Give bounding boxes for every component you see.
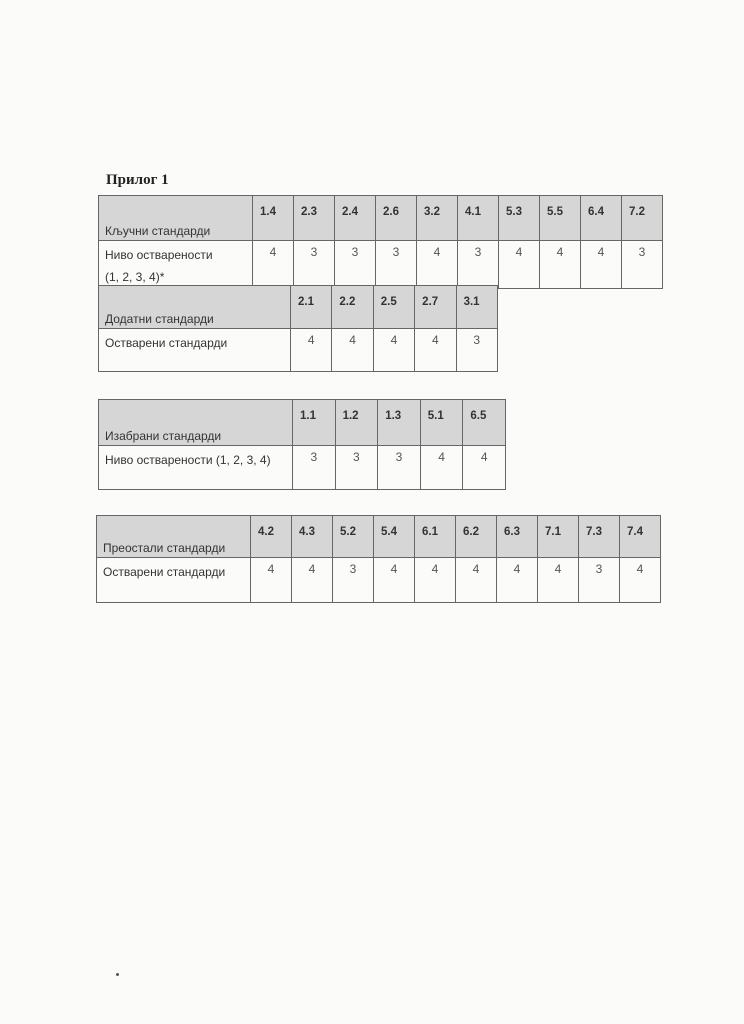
row-label-line: (1, 2, 3, 4)* <box>105 270 165 284</box>
row-label: Ниво остварености (1, 2, 3, 4) <box>98 445 293 490</box>
achievement-level: 3 <box>377 445 421 490</box>
value-row: Ниво остварености (1, 2, 3, 4) 3 3 3 4 4 <box>98 445 506 490</box>
additional-standards-table: Додатни стандарди 2.1 2.2 2.5 2.7 3.1 Остварен… <box>98 285 498 372</box>
selected-standards-table: Изабрани стандарди 1.1 1.2 1.3 5.1 6.5 Ниво ос… <box>98 399 506 490</box>
header-label: Кључни стандарди <box>98 195 253 241</box>
standard-code: 2.7 <box>414 285 457 329</box>
standard-code: 1.2 <box>334 399 379 446</box>
scan-speck <box>116 973 119 976</box>
standard-code: 3.2 <box>416 195 458 241</box>
standard-code: 5.4 <box>373 515 415 558</box>
header-row: Изабрани стандарди 1.1 1.2 1.3 5.1 6.5 <box>98 399 506 446</box>
standard-code: 6.4 <box>580 195 622 241</box>
document-title: Прилог 1 <box>106 172 169 188</box>
achievement-level: 4 <box>414 328 457 372</box>
header-row: Додатни стандарди 2.1 2.2 2.5 2.7 3.1 <box>98 285 498 329</box>
achievement-level: 3 <box>457 240 499 289</box>
row-label-line: Ниво остварености <box>105 248 213 262</box>
achievement-level: 4 <box>250 557 292 603</box>
standard-code: 6.3 <box>496 515 538 558</box>
achievement-level: 3 <box>621 240 663 289</box>
achievement-level: 3 <box>292 445 336 490</box>
achievement-level: 4 <box>539 240 581 289</box>
standard-code: 2.5 <box>372 285 416 329</box>
value-row: Остварени стандарди 4 4 3 4 4 4 4 4 3 4 <box>96 557 661 603</box>
achievement-level: 4 <box>373 557 415 603</box>
standard-code: 1.1 <box>292 399 336 446</box>
row-label-line: Ниво остварености (1, 2, 3, 4) <box>105 453 271 467</box>
header-label: Изабрани стандарди <box>98 399 293 446</box>
achievement-level: 4 <box>252 240 294 289</box>
row-label: Остварени стандарди <box>96 557 251 603</box>
achievement-level: 3 <box>455 328 498 372</box>
achievement-level: 4 <box>419 445 464 490</box>
standard-code: 2.6 <box>375 195 417 241</box>
achievement-level: 4 <box>537 557 579 603</box>
standard-code: 5.2 <box>332 515 374 558</box>
achievement-level: 4 <box>580 240 622 289</box>
standard-code: 1.3 <box>377 399 421 446</box>
remaining-standards-table: Преостали стандарди 4.2 4.3 5.2 5.4 6.1 6.2 6.3… <box>96 515 661 603</box>
standard-code: 2.3 <box>293 195 335 241</box>
standard-code: 1.4 <box>252 195 294 241</box>
achievement-level: 3 <box>578 557 620 603</box>
standard-code: 4.2 <box>250 515 292 558</box>
standard-code: 3.1 <box>455 285 498 329</box>
achievement-level: 4 <box>619 557 661 603</box>
standard-code: 7.4 <box>619 515 661 558</box>
row-label-line: Остварени стандарди <box>105 336 228 350</box>
achievement-level: 4 <box>416 240 458 289</box>
standard-code: 6.1 <box>414 515 456 558</box>
achievement-level: 3 <box>332 557 374 603</box>
row-label-line: Остварени стандарди <box>103 565 226 579</box>
row-label: Остварени стандарди <box>98 328 291 372</box>
achievement-level: 4 <box>289 328 333 372</box>
achievement-level: 4 <box>331 328 374 372</box>
standard-code: 2.4 <box>334 195 376 241</box>
standard-code: 6.2 <box>455 515 497 558</box>
standard-code: 4.1 <box>457 195 499 241</box>
achievement-level: 4 <box>455 557 497 603</box>
header-row: Преостали стандарди 4.2 4.3 5.2 5.4 6.1 6.2 6.3… <box>96 515 661 558</box>
standard-code: 7.1 <box>537 515 579 558</box>
standard-code: 5.5 <box>539 195 581 241</box>
achievement-level: 3 <box>293 240 335 289</box>
achievement-level: 3 <box>375 240 417 289</box>
achievement-level: 3 <box>334 445 379 490</box>
achievement-level: 4 <box>372 328 416 372</box>
standard-code: 5.3 <box>498 195 540 241</box>
achievement-level: 4 <box>498 240 540 289</box>
standard-code: 7.2 <box>621 195 663 241</box>
standard-code: 5.1 <box>419 399 464 446</box>
key-standards-table: Кључни стандарди 1.4 2.3 2.4 2.6 3.2 4.1 5.3 5.5… <box>98 195 663 289</box>
standard-code: 6.5 <box>462 399 506 446</box>
value-row: Остварени стандарди 4 4 4 4 3 <box>98 328 498 372</box>
header-label: Додатни стандарди <box>98 285 291 329</box>
standard-code: 2.1 <box>289 285 333 329</box>
achievement-level: 4 <box>414 557 456 603</box>
standard-code: 2.2 <box>331 285 374 329</box>
achievement-level: 4 <box>462 445 506 490</box>
achievement-level: 3 <box>334 240 376 289</box>
row-label: Ниво остварености (1, 2, 3, 4)* <box>98 240 253 289</box>
achievement-level: 4 <box>291 557 333 603</box>
value-row: Ниво остварености (1, 2, 3, 4)* 4 3 3 3 4 3 4 4 4 3 <box>98 240 663 289</box>
achievement-level: 4 <box>496 557 538 603</box>
standard-code: 7.3 <box>578 515 620 558</box>
header-label: Преостали стандарди <box>96 515 251 558</box>
header-row: Кључни стандарди 1.4 2.3 2.4 2.6 3.2 4.1 5.3 5.5… <box>98 195 663 241</box>
standard-code: 4.3 <box>291 515 333 558</box>
